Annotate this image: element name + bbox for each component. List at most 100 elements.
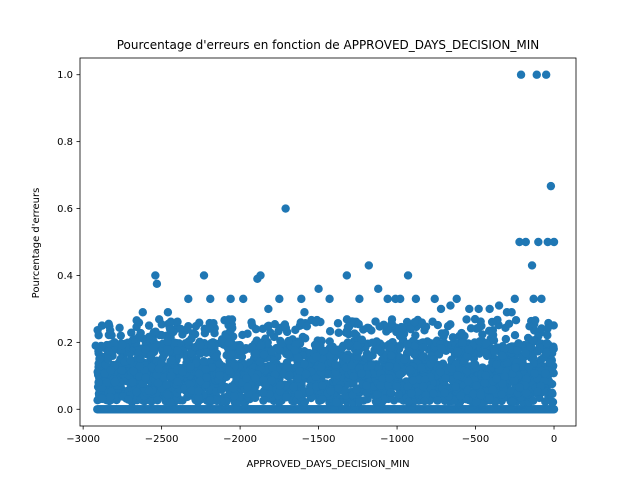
data-point <box>226 349 236 359</box>
data-point <box>135 362 145 371</box>
data-point <box>151 271 160 280</box>
y-tick-label: 0.0 <box>57 405 73 416</box>
data-point <box>420 375 430 384</box>
data-point <box>225 366 234 375</box>
data-point <box>342 354 351 363</box>
data-point <box>458 338 467 347</box>
data-point <box>206 341 216 350</box>
data-point <box>466 324 476 333</box>
data-point <box>152 279 162 289</box>
data-point <box>296 318 305 327</box>
data-point <box>443 322 453 331</box>
x-axis-label: APPROVED_DAYS_DECISION_MIN <box>246 459 409 470</box>
data-point <box>206 395 215 405</box>
data-point <box>247 342 257 351</box>
data-point <box>436 367 445 377</box>
data-point <box>474 323 483 332</box>
data-point <box>347 361 356 371</box>
data-point <box>402 339 412 349</box>
data-point <box>333 319 343 328</box>
data-point <box>403 271 413 280</box>
data-point <box>275 386 285 396</box>
data-point <box>215 370 225 380</box>
data-point <box>256 341 266 350</box>
data-point <box>537 324 546 333</box>
data-point <box>410 341 419 351</box>
data-point <box>239 294 248 304</box>
data-point <box>463 376 473 386</box>
y-axis: 0.0 0.2 0.4 0.6 0.8 1.0 <box>57 70 80 416</box>
x-tick-label: −1500 <box>302 434 336 445</box>
data-point <box>279 369 288 379</box>
data-point <box>349 378 358 388</box>
data-point <box>300 308 309 317</box>
data-point <box>500 372 510 381</box>
data-point <box>91 341 100 350</box>
data-point <box>274 326 283 336</box>
data-point <box>215 359 224 369</box>
data-point <box>195 318 204 327</box>
data-point <box>196 349 205 358</box>
data-point <box>236 346 245 355</box>
data-point <box>355 397 364 407</box>
data-point <box>255 357 265 367</box>
data-point <box>265 389 274 399</box>
data-point <box>226 294 235 304</box>
data-point <box>452 294 461 304</box>
data-point <box>275 294 284 304</box>
data-point <box>545 358 555 367</box>
data-point <box>259 396 268 405</box>
data-point <box>487 327 497 336</box>
data-point <box>284 336 293 346</box>
data-point <box>462 315 471 324</box>
data-point <box>173 317 182 326</box>
data-point <box>289 382 298 392</box>
data-point <box>521 388 531 398</box>
data-point <box>488 385 497 394</box>
data-point <box>359 325 368 334</box>
data-point <box>395 370 405 379</box>
data-point <box>549 405 559 414</box>
data-point <box>311 318 320 327</box>
data-point <box>268 363 277 373</box>
data-point <box>524 362 534 372</box>
data-point <box>542 348 551 357</box>
data-point <box>326 386 335 396</box>
data-point <box>229 392 239 401</box>
data-point <box>453 347 463 357</box>
data-point <box>297 294 306 304</box>
data-point <box>406 324 415 334</box>
y-axis-label: Pourcentage d'erreurs <box>31 188 42 299</box>
data-point <box>129 366 138 376</box>
data-point <box>105 392 115 402</box>
data-point <box>293 374 303 383</box>
data-point <box>480 348 490 357</box>
data-point <box>460 331 469 341</box>
data-point <box>314 284 323 294</box>
data-point <box>465 304 474 314</box>
data-point <box>334 383 343 393</box>
data-point <box>532 70 541 79</box>
data-point <box>378 374 387 384</box>
data-point <box>383 294 392 304</box>
data-point <box>549 237 559 247</box>
data-point <box>417 363 426 373</box>
data-point <box>441 373 450 382</box>
data-point <box>547 388 557 397</box>
data-point <box>497 390 507 399</box>
data-point <box>256 271 265 280</box>
data-point <box>330 346 339 355</box>
data-point <box>471 397 481 407</box>
data-point <box>398 324 407 334</box>
data-point <box>549 344 558 354</box>
data-point <box>471 381 481 390</box>
data-point <box>529 294 538 304</box>
data-point <box>301 369 311 379</box>
data-point <box>163 345 172 354</box>
x-tick-label: −2000 <box>223 434 257 445</box>
data-point <box>405 365 415 374</box>
data-point <box>196 340 205 350</box>
data-point <box>151 327 160 336</box>
data-point <box>325 294 334 304</box>
data-point <box>440 388 450 398</box>
